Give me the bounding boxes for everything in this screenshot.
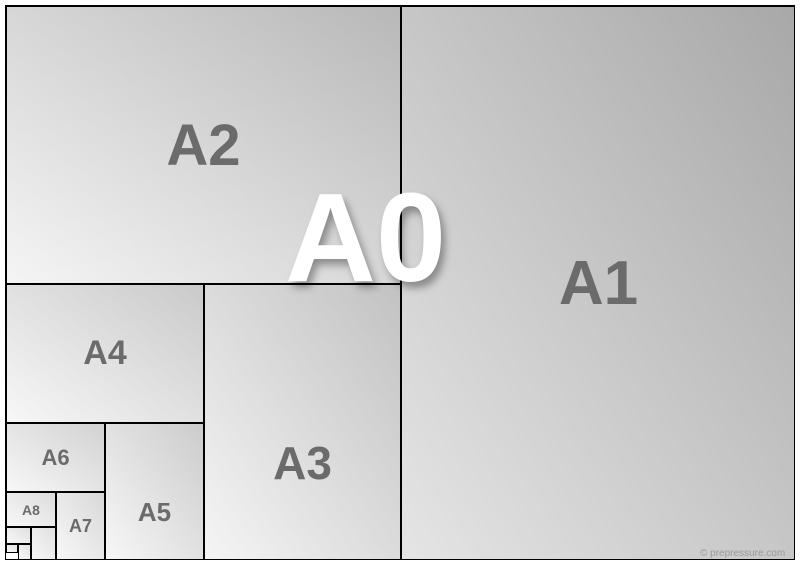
label-a5: A5 bbox=[138, 497, 171, 528]
panel-a4: A4 bbox=[6, 284, 204, 423]
panel-a2: A2 bbox=[6, 6, 401, 284]
copyright-text: © prepressure.com bbox=[700, 548, 785, 559]
panel-r3 bbox=[18, 544, 31, 560]
paper-size-diagram: A1 A2 A3 A4 A5 A6 A7 A8 bbox=[5, 5, 795, 560]
panel-r2 bbox=[6, 527, 31, 544]
label-a8: A8 bbox=[22, 502, 40, 518]
panel-r4 bbox=[6, 544, 18, 553]
label-a1: A1 bbox=[559, 248, 638, 319]
panel-a6: A6 bbox=[6, 423, 105, 492]
label-a6: A6 bbox=[41, 445, 69, 471]
panel-a1: A1 bbox=[401, 6, 795, 560]
panel-r1 bbox=[31, 527, 56, 560]
label-a7: A7 bbox=[69, 516, 92, 537]
panel-a7: A7 bbox=[56, 492, 105, 560]
label-a3: A3 bbox=[273, 436, 332, 490]
panel-a3: A3 bbox=[204, 284, 401, 560]
panel-a8: A8 bbox=[6, 492, 56, 527]
label-a4: A4 bbox=[83, 334, 126, 373]
panel-a5: A5 bbox=[105, 423, 204, 560]
label-a2: A2 bbox=[166, 112, 240, 179]
